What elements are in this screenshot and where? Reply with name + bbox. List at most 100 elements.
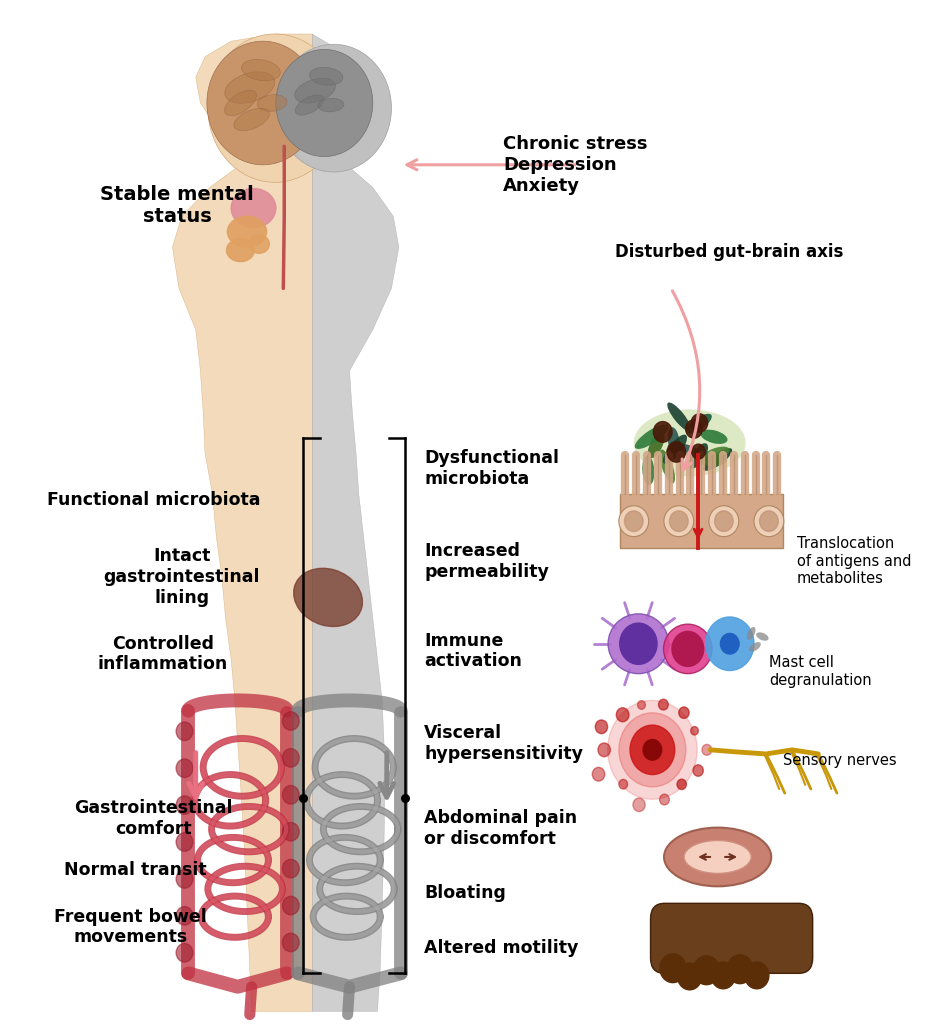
Text: Mast cell
degranulation: Mast cell degranulation [769,655,871,688]
Text: Visceral
hypersensitivity: Visceral hypersensitivity [424,724,583,763]
Circle shape [596,720,608,733]
Ellipse shape [249,235,269,253]
Circle shape [282,896,299,915]
Ellipse shape [257,95,287,111]
Circle shape [660,954,686,983]
Text: Translocation
of antigens and
metabolites: Translocation of antigens and metabolite… [797,537,911,586]
Ellipse shape [609,614,669,674]
Ellipse shape [309,67,343,85]
Ellipse shape [667,403,691,432]
Ellipse shape [295,78,336,103]
Circle shape [207,41,319,165]
Circle shape [715,511,733,531]
Ellipse shape [231,188,276,228]
Circle shape [686,419,703,438]
Ellipse shape [709,506,739,537]
Circle shape [593,767,605,781]
Ellipse shape [225,91,256,115]
Ellipse shape [749,642,761,652]
Ellipse shape [698,454,727,467]
Ellipse shape [318,98,344,112]
Circle shape [660,794,669,804]
Ellipse shape [234,108,269,131]
Ellipse shape [642,455,654,485]
Circle shape [678,963,702,990]
Circle shape [669,511,688,531]
Circle shape [276,44,391,172]
Ellipse shape [754,506,784,537]
Circle shape [176,759,193,778]
Text: Dysfunctional
microbiota: Dysfunctional microbiota [424,449,559,488]
Text: Chronic stress
Depression
Anxiety: Chronic stress Depression Anxiety [503,135,648,195]
Circle shape [693,765,704,777]
Circle shape [176,796,193,815]
Circle shape [637,700,646,710]
Text: Sensory nerves: Sensory nerves [783,753,897,767]
Ellipse shape [619,506,649,537]
Circle shape [659,699,668,710]
Polygon shape [312,34,399,1011]
Circle shape [282,786,299,804]
Ellipse shape [668,427,680,456]
Ellipse shape [660,449,675,483]
Circle shape [672,631,704,666]
FancyBboxPatch shape [620,494,783,548]
Circle shape [176,722,193,741]
Ellipse shape [663,435,687,465]
Text: Frequent bowel
movements: Frequent bowel movements [54,907,207,947]
Circle shape [692,414,707,433]
Ellipse shape [227,216,267,247]
Circle shape [282,822,299,840]
Circle shape [692,444,706,459]
Ellipse shape [684,840,751,873]
Ellipse shape [664,624,712,674]
Ellipse shape [648,433,665,458]
Ellipse shape [634,410,746,477]
Circle shape [727,955,753,984]
Text: Controlled
inflammation: Controlled inflammation [98,634,228,674]
Ellipse shape [703,448,733,471]
Ellipse shape [294,569,363,626]
Circle shape [677,779,686,790]
Circle shape [176,869,193,888]
Ellipse shape [701,430,728,444]
Circle shape [176,943,193,962]
Circle shape [667,442,686,462]
Circle shape [720,633,739,654]
Circle shape [282,859,299,878]
Circle shape [711,962,735,989]
Circle shape [693,956,720,985]
Circle shape [624,511,643,531]
Circle shape [619,780,627,789]
Text: Immune
activation: Immune activation [424,631,522,671]
Circle shape [276,49,373,157]
Text: Abdominal pain
or discomfort: Abdominal pain or discomfort [424,809,577,848]
Circle shape [616,708,629,722]
Ellipse shape [747,627,756,640]
Text: Functional microbiota: Functional microbiota [47,490,260,509]
Circle shape [702,745,712,755]
Ellipse shape [226,239,254,262]
Circle shape [653,421,672,442]
Circle shape [176,832,193,851]
Circle shape [706,617,754,671]
Ellipse shape [686,414,712,434]
Circle shape [678,707,689,718]
Ellipse shape [702,447,730,461]
Circle shape [691,726,698,735]
Circle shape [282,749,299,767]
Circle shape [620,623,657,664]
Circle shape [282,712,299,730]
Text: Altered motility: Altered motility [424,938,579,957]
Ellipse shape [690,443,708,469]
Text: Intact
gastrointestinal
lining: Intact gastrointestinal lining [103,547,260,607]
Circle shape [208,34,342,182]
Circle shape [608,700,697,799]
Ellipse shape [671,443,699,455]
Circle shape [630,725,675,775]
Polygon shape [172,34,312,1011]
Circle shape [598,743,610,757]
Circle shape [282,933,299,952]
Circle shape [176,906,193,925]
Text: Gastrointestinal
comfort: Gastrointestinal comfort [75,799,233,838]
